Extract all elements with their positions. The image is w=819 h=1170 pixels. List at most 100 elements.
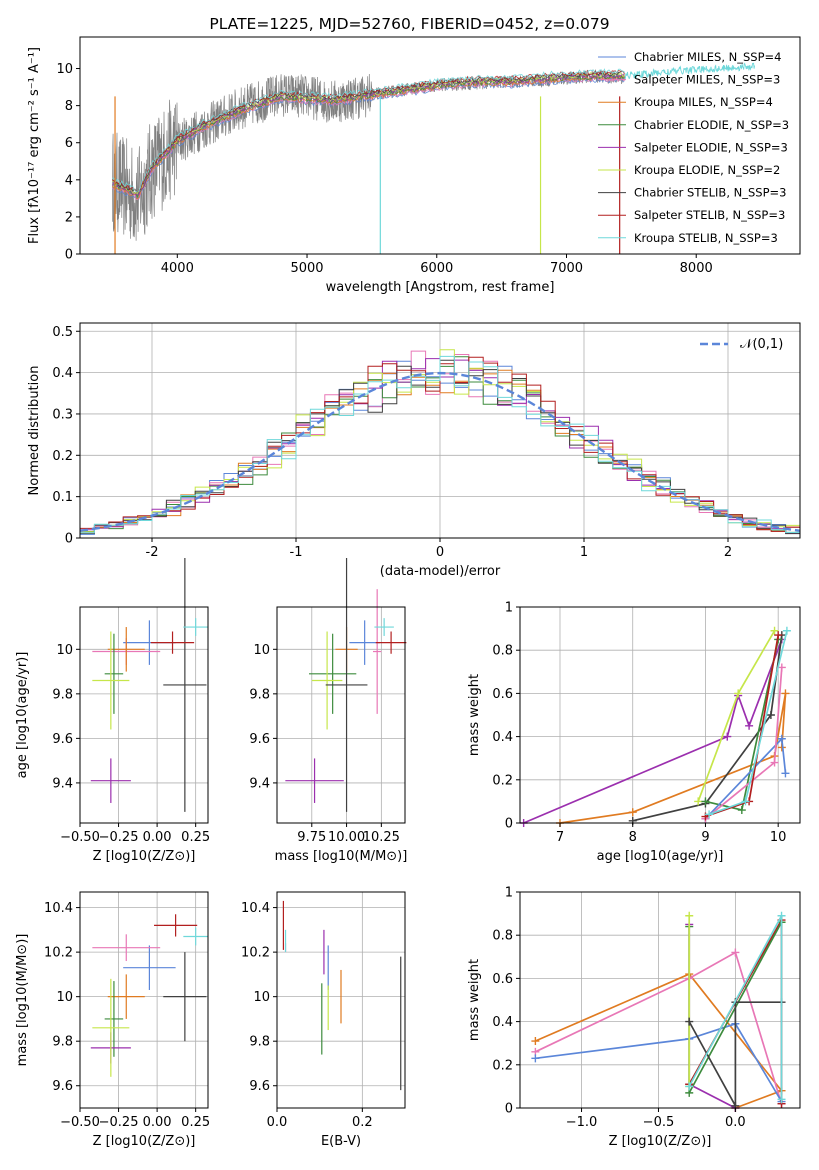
x-tick-label: 5000: [290, 261, 323, 276]
y-tick-label: 0.4: [52, 366, 73, 381]
x-tick-label: 10.25: [363, 830, 400, 845]
x-tick-label: 10.00: [328, 830, 365, 845]
x-tick-label: 0: [436, 545, 444, 560]
x-axis-label: (data-model)/error: [380, 564, 501, 579]
y-tick-label: 9.8: [52, 1035, 73, 1050]
y-tick-label: 0: [505, 1102, 513, 1117]
x-axis-label: Z [log10(Z/Z⊙)]: [93, 849, 196, 864]
legend-label: Chabrier ELODIE, N_SSP=3: [634, 118, 789, 132]
plus-marker: [777, 734, 786, 743]
y-tick-label: 0.8: [492, 929, 513, 944]
x-tick-label: -1: [290, 545, 303, 560]
y-tick-label: 0.2: [492, 773, 513, 788]
plot-frame: [276, 606, 406, 824]
data-spectrum-line: [112, 69, 626, 241]
plus-marker: [770, 626, 779, 635]
plus-marker: [745, 721, 754, 730]
x-tick-label: 0.0: [267, 1115, 288, 1130]
x-tick-label: 7: [556, 830, 564, 845]
x-tick-label: 9: [701, 830, 709, 845]
plus-marker: [723, 732, 732, 741]
y-tick-label: 1: [505, 601, 513, 616]
mass-weight-line: [697, 630, 776, 802]
y-tick-label: 2: [65, 210, 73, 225]
x-axis-label: wavelength [Angstrom, rest frame]: [326, 280, 555, 295]
y-tick-label: 9.8: [249, 687, 270, 702]
legend-label: Kroupa STELIB, N_SSP=3: [634, 231, 778, 245]
plus-marker: [685, 911, 694, 920]
y-tick-label: 10.4: [241, 901, 270, 916]
plus-marker: [628, 808, 637, 817]
model-line: [112, 77, 625, 200]
x-axis-label: age [log10(age/yr)]: [597, 849, 724, 864]
panel-4: 7 8 9 10 0 0.2 0.4 0.6 0.8 1 age [log10(age/yr)] ma…: [467, 601, 801, 864]
y-axis-label: mass weight: [467, 959, 482, 1041]
legend-label: Chabrier STELIB, N_SSP=3: [634, 186, 786, 200]
panel-5: −0.50−0.25 0.00 0.25 9.6 9.8 10 10.2 10.4 Z [log…: [15, 891, 210, 1149]
legend-label: Kroupa MILES, N_SSP=4: [634, 95, 773, 109]
x-tick-label: 0.2: [352, 1115, 373, 1130]
mass-weight-line: [704, 667, 783, 820]
y-tick-label: 4: [65, 173, 73, 188]
x-tick-label: −0.50: [60, 830, 100, 845]
y-tick-label: 0.5: [52, 325, 73, 340]
plus-marker: [777, 1095, 786, 1104]
chart-title: PLATE=1225, MJD=52760, FIBERID=0452, z=0…: [209, 15, 609, 33]
x-axis-label: Z [log10(Z/Z⊙)]: [609, 1134, 712, 1149]
x-tick-label: −0.25: [99, 1115, 139, 1130]
panel-1: -2 -1 0 1 2 0 0.1 0.2 0.3 0.4 0.5 (data-model)/erro…: [27, 322, 801, 579]
y-tick-label: 10.2: [241, 946, 270, 961]
y-tick-label: 0.1: [52, 490, 73, 505]
y-axis-label: mass weight: [467, 674, 482, 756]
plus-marker: [777, 911, 786, 920]
x-tick-label: 2: [724, 545, 732, 560]
plus-marker: [770, 758, 779, 767]
y-tick-label: 9.6: [52, 1079, 73, 1094]
y-tick-label: 6: [65, 136, 73, 151]
plot-frame: [79, 36, 801, 255]
y-tick-label: 9.4: [52, 776, 73, 791]
plus-marker: [531, 1054, 540, 1063]
mass-weight-line: [559, 693, 787, 824]
plus-marker: [737, 806, 746, 815]
plus-marker: [781, 689, 790, 698]
y-tick-label: 0.4: [492, 1015, 513, 1030]
y-tick-label: 0.2: [492, 1058, 513, 1073]
x-axis-label: E(B-V): [321, 1134, 361, 1149]
plus-marker: [531, 1037, 540, 1046]
x-tick-label: 0.0: [725, 1115, 746, 1130]
y-tick-label: 10.2: [44, 946, 73, 961]
y-tick-label: 9.8: [249, 1035, 270, 1050]
y-tick-label: 10: [56, 62, 73, 77]
y-tick-label: 0.2: [52, 449, 73, 464]
y-tick-label: 0.6: [492, 972, 513, 987]
y-tick-label: 8: [65, 99, 73, 114]
y-tick-label: 0.8: [492, 644, 513, 659]
y-tick-label: 0.4: [492, 730, 513, 745]
x-tick-label: 8: [629, 830, 637, 845]
y-tick-label: 9.6: [249, 1079, 270, 1094]
y-tick-label: 9.4: [249, 776, 270, 791]
y-tick-label: 0: [65, 532, 73, 547]
x-tick-label: 8000: [680, 261, 713, 276]
histogram-step: [80, 355, 800, 534]
x-tick-label: 4000: [161, 261, 194, 276]
plus-marker: [731, 948, 740, 957]
x-tick-label: −0.50: [60, 1115, 100, 1130]
mass-weight-line: [705, 639, 780, 812]
plot-frame: [79, 606, 209, 824]
y-tick-label: 0: [505, 817, 513, 832]
legend-label: 𝒩(0,1): [740, 337, 783, 352]
y-tick-label: 9.8: [52, 687, 73, 702]
plot-frame: [276, 891, 406, 1109]
plus-marker: [782, 626, 791, 635]
x-tick-label: 6000: [420, 261, 453, 276]
x-tick-label: 9.75: [297, 830, 326, 845]
panel-2: −0.50−0.25 0.00 0.25 9.4 9.6 9.8 10 Z [log10(Z/…: [15, 558, 210, 864]
y-tick-label: 10: [253, 643, 270, 658]
plus-marker: [685, 1017, 694, 1026]
legend-label: Salpeter ELODIE, N_SSP=3: [634, 140, 788, 154]
plus-marker: [766, 711, 775, 719]
plot-frame: [519, 606, 801, 824]
